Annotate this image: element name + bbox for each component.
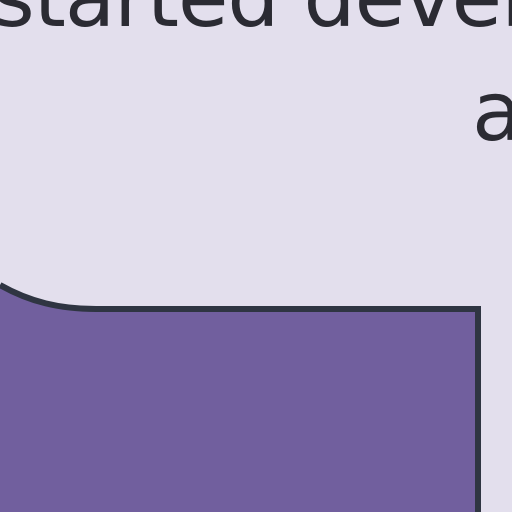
partial-heading-line-2: a (472, 65, 512, 160)
purple-tab-fill (0, 285, 478, 512)
partial-heading-line-1: started develop (0, 0, 512, 40)
purple-tab-outline (0, 282, 481, 512)
